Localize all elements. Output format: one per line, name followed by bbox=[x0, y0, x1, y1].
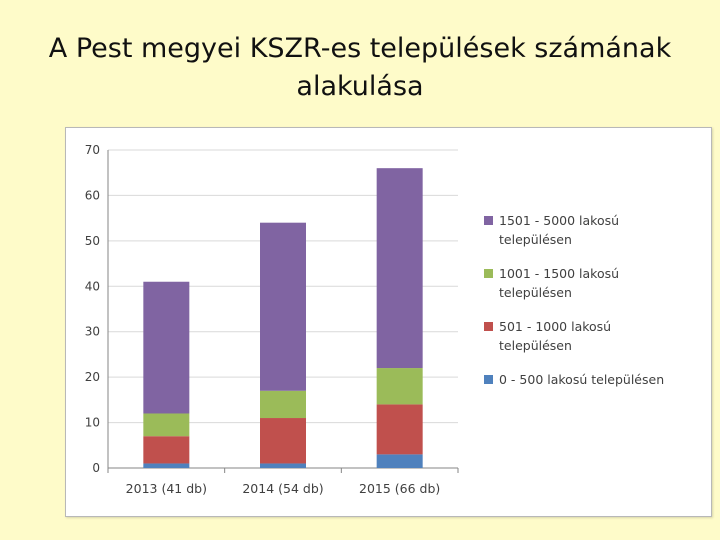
bar-segment bbox=[143, 463, 190, 468]
slide-title-line-1: A Pest megyei KSZR-es települések számán… bbox=[48, 33, 672, 64]
legend-swatch bbox=[484, 375, 493, 384]
x-tick-label: 2014 (54 db) bbox=[242, 481, 323, 496]
legend-label-line2: településen bbox=[499, 338, 572, 353]
y-tick-label: 0 bbox=[92, 461, 100, 475]
bar-segment bbox=[260, 222, 306, 391]
bar-segment bbox=[376, 454, 423, 468]
bar-segment bbox=[143, 413, 190, 437]
stacked-bar-chart: 0 10 20 30 40 50 60 70 2013 (41 db) 2014 (54 db) 2… bbox=[85, 143, 664, 496]
legend-label-line2: településen bbox=[499, 285, 572, 300]
x-tick-label: 2013 (41 db) bbox=[126, 481, 207, 496]
legend-swatch bbox=[484, 216, 493, 225]
legend-swatch bbox=[484, 269, 493, 278]
legend-label: 1501 - 5000 lakosú bbox=[499, 213, 619, 228]
slide-title: A Pest megyei KSZR-es települések számán… bbox=[0, 30, 720, 106]
bar-segment bbox=[260, 418, 306, 464]
legend-swatch bbox=[484, 322, 493, 331]
bar-segment bbox=[260, 390, 306, 419]
bar-segment bbox=[260, 463, 306, 468]
x-tick-label: 2015 (66 db) bbox=[359, 481, 440, 496]
legend-label-line2: településen bbox=[499, 232, 572, 247]
legend-label: 501 - 1000 lakosú bbox=[499, 319, 611, 334]
y-tick-label: 10 bbox=[85, 416, 100, 430]
y-tick-label: 60 bbox=[85, 188, 100, 202]
bar-segment bbox=[376, 368, 423, 405]
y-tick-label: 70 bbox=[85, 143, 100, 157]
bar-segment bbox=[143, 281, 190, 414]
legend-label: 0 - 500 lakosú településen bbox=[499, 372, 664, 387]
y-tick-label: 40 bbox=[85, 279, 100, 293]
bar-segment bbox=[143, 436, 190, 464]
y-tick-label: 50 bbox=[85, 234, 100, 248]
y-tick-label: 20 bbox=[85, 370, 100, 384]
y-tick-label: 30 bbox=[85, 325, 100, 339]
slide-title-line-2: alakulása bbox=[296, 71, 424, 102]
chart-frame: 0 10 20 30 40 50 60 70 2013 (41 db) 2014 (54 db) 2… bbox=[65, 127, 712, 517]
bar-segment bbox=[376, 168, 423, 369]
legend-label: 1001 - 1500 lakosú bbox=[499, 266, 619, 281]
bar-segment bbox=[376, 404, 423, 455]
